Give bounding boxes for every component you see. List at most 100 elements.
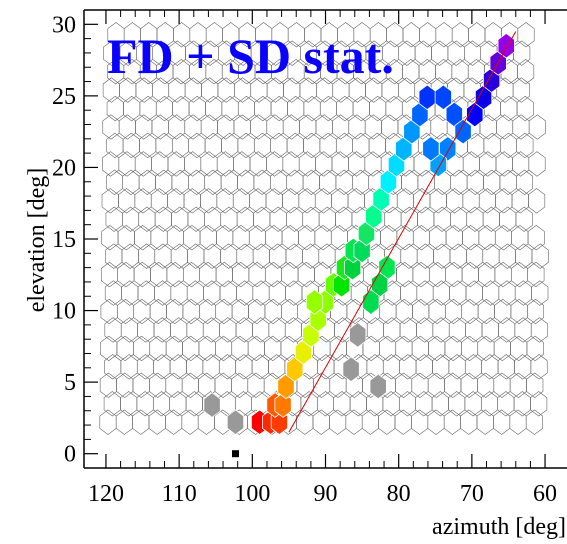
grid-hex-cell bbox=[186, 280, 204, 306]
grid-hex-cell bbox=[232, 261, 250, 288]
grid-hex-cell bbox=[416, 243, 434, 269]
grid-hex-cell bbox=[419, 22, 437, 48]
grid-hex-cell bbox=[188, 132, 206, 159]
grid-hex-cell bbox=[182, 261, 200, 288]
grid-hex-cell bbox=[139, 132, 157, 159]
grid-hex-cell bbox=[133, 261, 151, 288]
grid-hex-cell bbox=[236, 243, 254, 269]
grid-hex-cell bbox=[284, 317, 302, 343]
grid-hex-cell bbox=[346, 298, 364, 325]
grid-hex-cell bbox=[217, 114, 235, 140]
grid-hex-cell bbox=[303, 132, 321, 159]
grid-hex-cell bbox=[445, 298, 463, 325]
hex-grid-background bbox=[99, 22, 549, 435]
grid-hex-cell bbox=[466, 243, 484, 269]
grid-hex-cell bbox=[235, 317, 253, 343]
grid-hex-cell bbox=[427, 372, 445, 398]
grid-hex-cell bbox=[199, 261, 217, 288]
grid-hex-cell bbox=[417, 169, 435, 196]
data-hex-cell bbox=[342, 356, 360, 383]
grid-hex-cell bbox=[352, 169, 370, 196]
x-tick-label: 120 bbox=[88, 481, 124, 507]
grid-hex-cell bbox=[216, 225, 234, 251]
grid-hex-cell bbox=[168, 114, 186, 140]
grid-hex-cell bbox=[205, 95, 223, 122]
grid-hex-cell bbox=[149, 298, 167, 325]
grid-hex-cell bbox=[462, 151, 480, 177]
data-hex-cell bbox=[434, 84, 452, 111]
grid-hex-cell bbox=[169, 354, 187, 380]
fit-line bbox=[288, 31, 517, 433]
grid-hex-cell bbox=[460, 372, 478, 398]
grid-hex-cell bbox=[444, 372, 462, 398]
grid-hex-cell bbox=[181, 409, 199, 435]
grid-hex-cell bbox=[399, 354, 417, 380]
grid-hex-cell bbox=[155, 95, 173, 122]
grid-hex-cell bbox=[511, 225, 529, 251]
grid-hex-cell bbox=[117, 261, 135, 288]
grid-hex-cell bbox=[451, 22, 469, 48]
grid-hex-cell bbox=[247, 335, 265, 362]
grid-hex-cell bbox=[315, 151, 333, 177]
grid-hex-cell bbox=[460, 409, 478, 435]
grid-hex-cell bbox=[468, 22, 486, 48]
x-tick-label: 90 bbox=[314, 481, 338, 507]
grid-hex-cell bbox=[116, 335, 134, 362]
data-hex-cell bbox=[274, 392, 292, 418]
grid-hex-cell bbox=[515, 243, 533, 269]
grid-hex-cell bbox=[514, 354, 532, 380]
grid-hex-cell bbox=[282, 114, 300, 140]
grid-hex-cell bbox=[466, 169, 484, 196]
data-hex-cell bbox=[226, 409, 245, 435]
grid-hex-cell bbox=[117, 225, 135, 251]
grid-hex-cell bbox=[298, 188, 316, 214]
hex-cells bbox=[203, 32, 515, 435]
grid-hex-cell bbox=[200, 188, 218, 214]
grid-hex-cell bbox=[302, 169, 320, 196]
grid-hex-cell bbox=[203, 243, 221, 269]
grid-hex-cell bbox=[214, 372, 232, 398]
grid-hex-cell bbox=[268, 317, 286, 343]
grid-hex-cell bbox=[250, 114, 268, 140]
grid-hex-cell bbox=[199, 225, 217, 251]
grid-hex-cell bbox=[398, 40, 416, 66]
grid-hex-cell bbox=[104, 280, 122, 306]
grid-hex-cell bbox=[252, 243, 270, 269]
grid-hex-cell bbox=[247, 372, 265, 398]
grid-hex-cell bbox=[398, 391, 416, 417]
grid-hex-cell bbox=[136, 354, 154, 380]
grid-hex-cell bbox=[478, 188, 496, 214]
grid-hex-cell bbox=[270, 95, 288, 122]
grid-hex-cell bbox=[385, 95, 403, 122]
grid-hex-cell bbox=[149, 335, 167, 362]
x-tick-label: 70 bbox=[460, 481, 484, 507]
grid-hex-cell bbox=[496, 114, 514, 140]
grid-hex-cell bbox=[106, 95, 124, 122]
grid-hex-cell bbox=[331, 151, 349, 177]
grid-hex-cell bbox=[220, 206, 238, 232]
grid-hex-cell bbox=[134, 188, 152, 214]
grid-hex-cell bbox=[232, 188, 250, 214]
grid-hex-cell bbox=[105, 206, 123, 232]
grid-hex-cell bbox=[132, 409, 150, 435]
grid-hex-cell bbox=[99, 409, 117, 435]
grid-hex-cell bbox=[431, 40, 449, 66]
grid-hex-cell bbox=[120, 391, 138, 417]
grid-hex-cell bbox=[184, 114, 202, 140]
grid-hex-cell bbox=[100, 335, 118, 362]
grid-hex-cell bbox=[462, 225, 480, 251]
grid-hex-cell bbox=[186, 317, 204, 343]
grid-hex-cell bbox=[170, 280, 188, 306]
grid-hex-cell bbox=[348, 114, 366, 140]
grid-hex-cell bbox=[120, 354, 138, 380]
grid-hex-cell bbox=[314, 188, 332, 214]
grid-hex-cell bbox=[249, 188, 267, 214]
grid-hex-cell bbox=[135, 114, 153, 140]
y-axis-label: elevation [deg] bbox=[24, 168, 50, 313]
grid-hex-cell bbox=[516, 95, 534, 122]
grid-hex-cell bbox=[151, 114, 169, 140]
grid-hex-cell bbox=[151, 151, 169, 177]
grid-hex-cell bbox=[104, 354, 122, 380]
grid-hex-cell bbox=[139, 95, 157, 122]
grid-hex-cell bbox=[314, 225, 332, 251]
